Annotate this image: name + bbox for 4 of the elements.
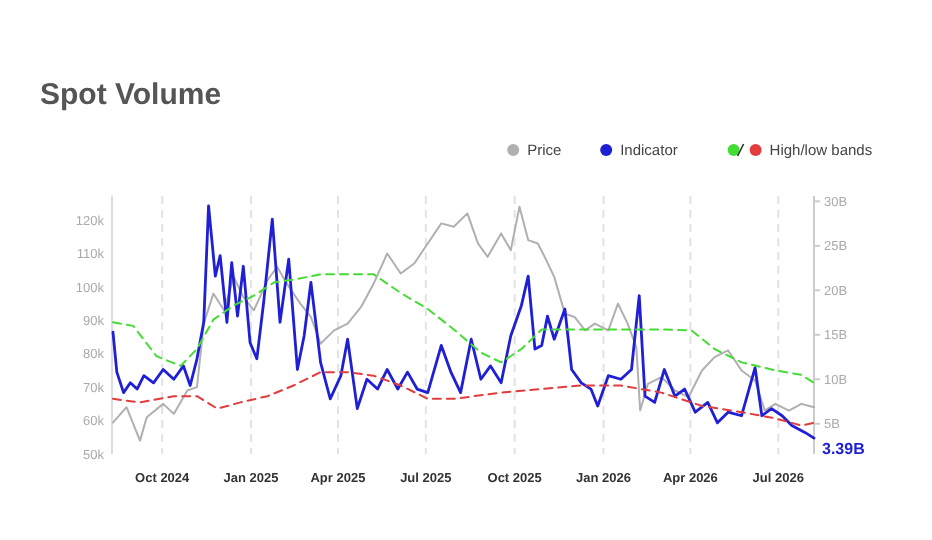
line-series — [111, 273, 815, 384]
data-label: 3.39B — [822, 440, 866, 459]
chart-title: Spot Volume — [40, 78, 222, 112]
line-series — [111, 371, 815, 427]
